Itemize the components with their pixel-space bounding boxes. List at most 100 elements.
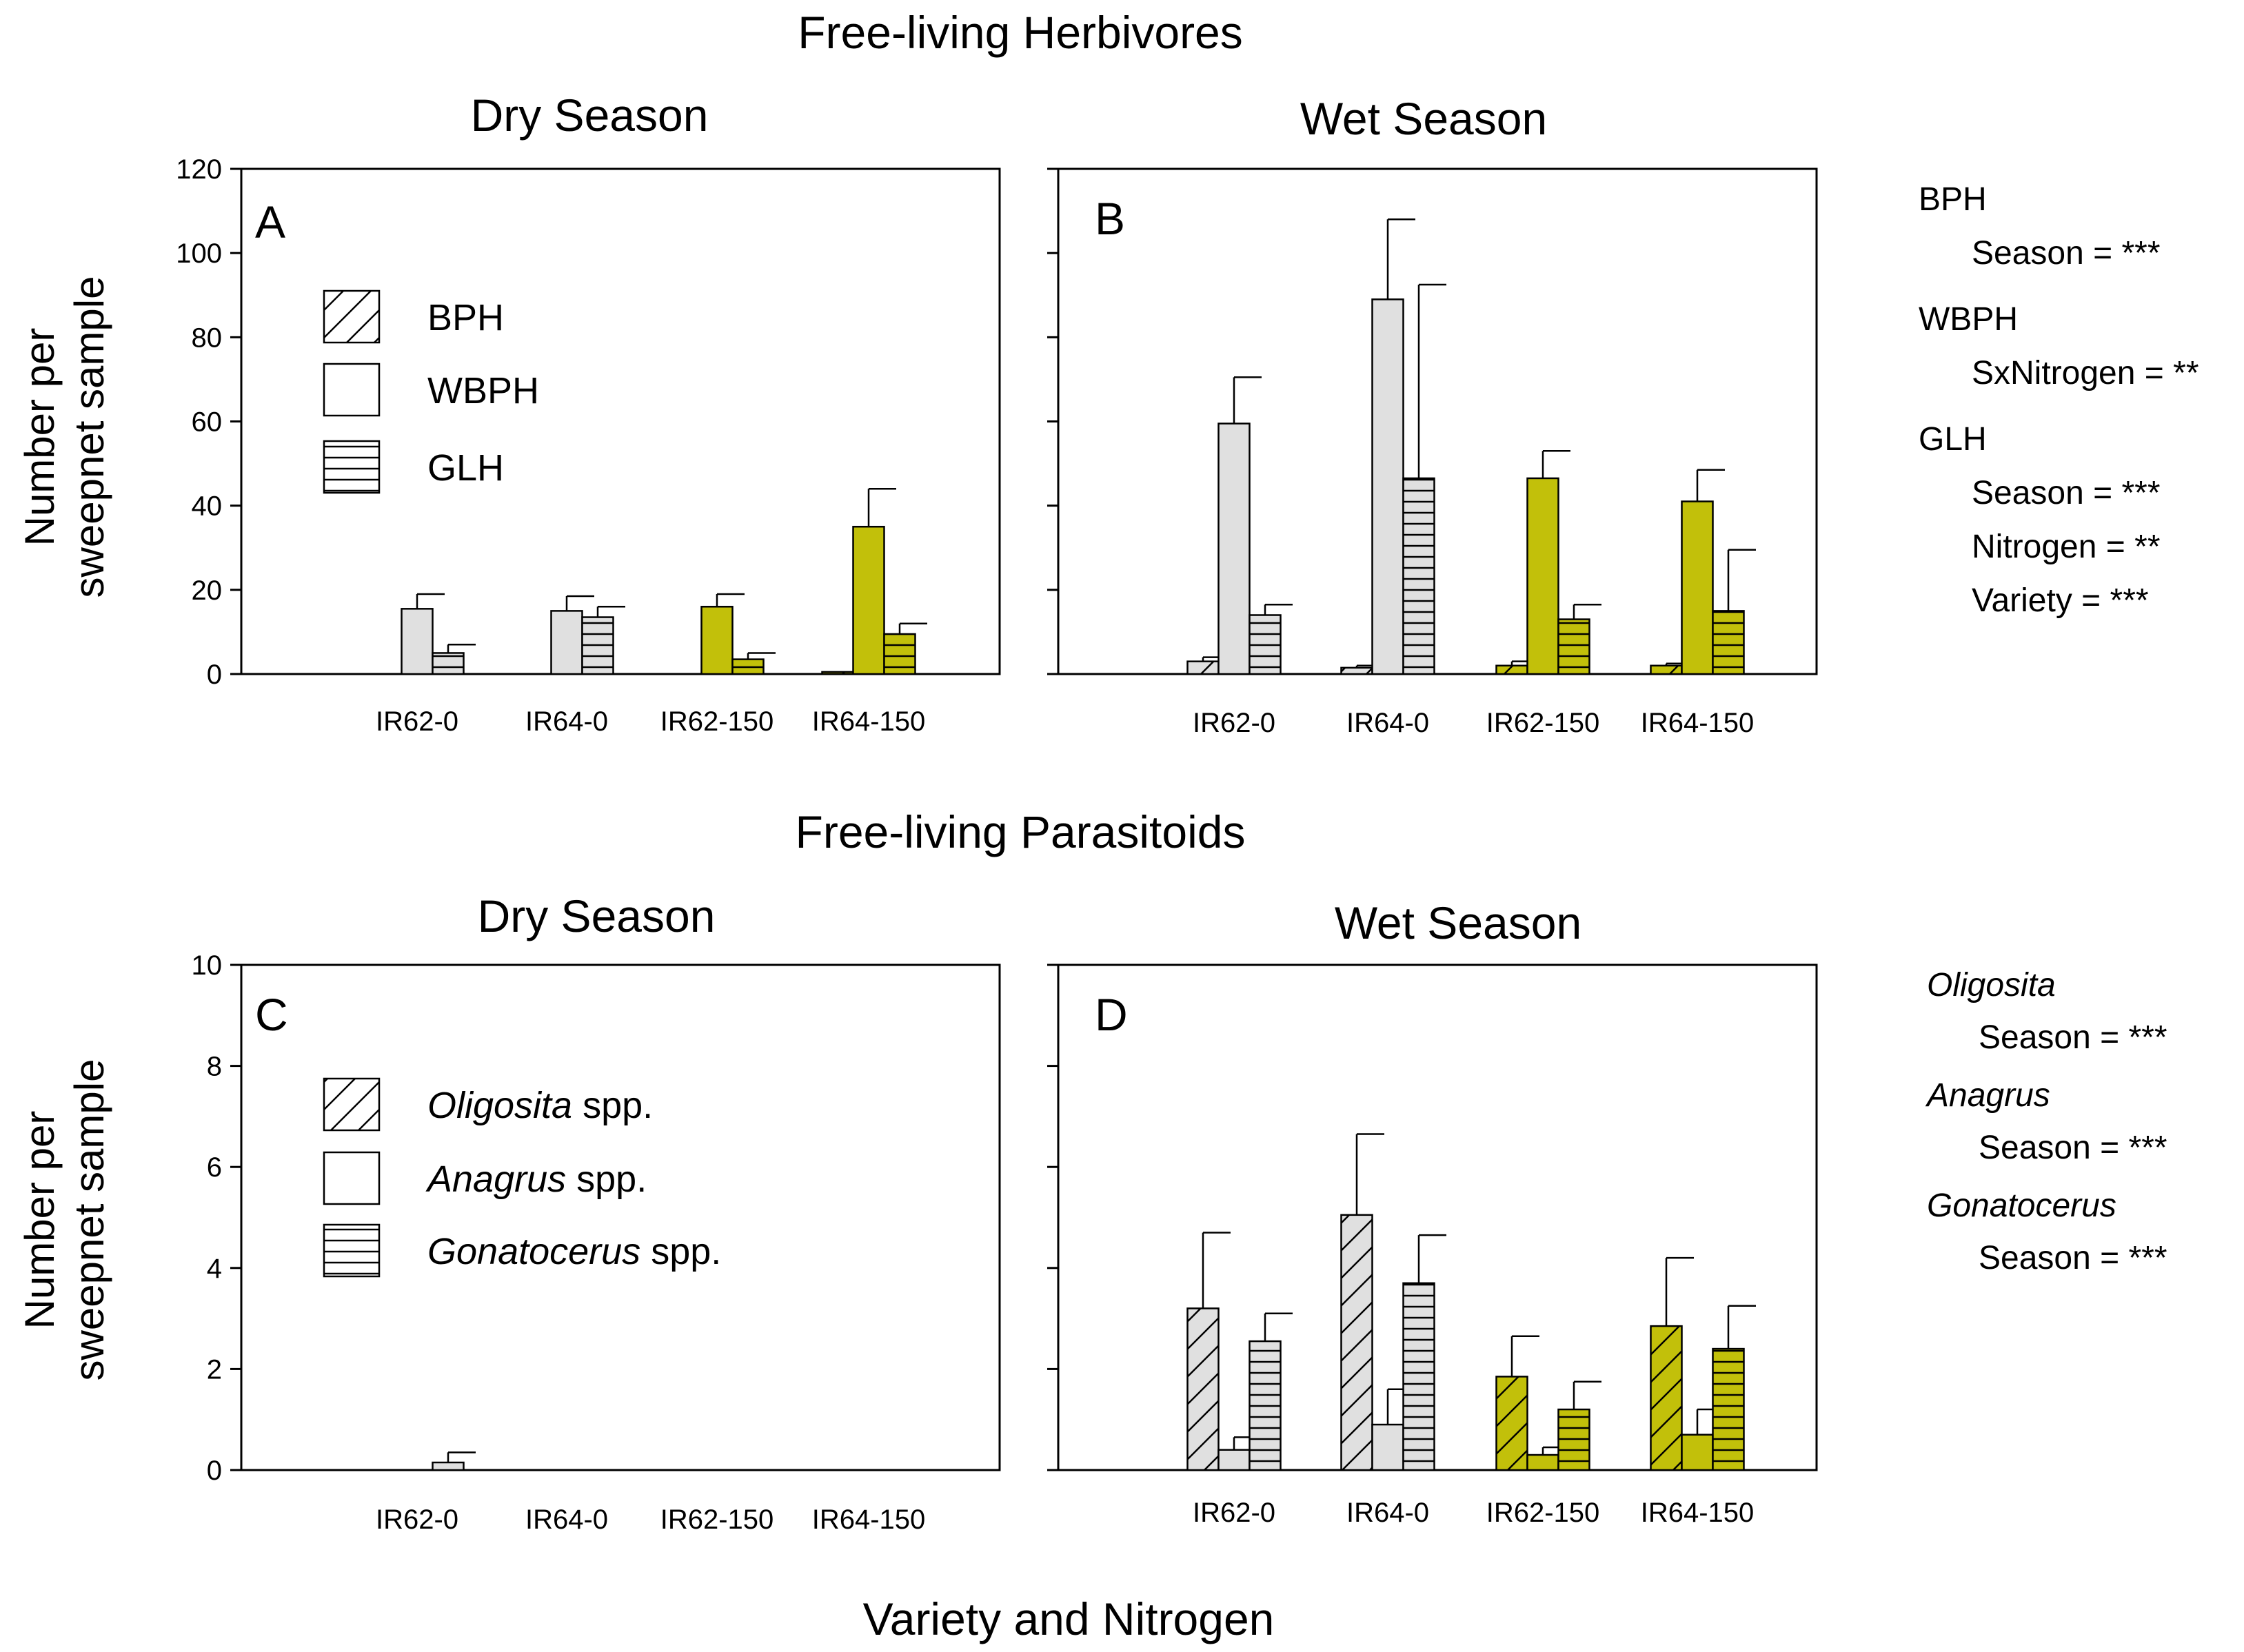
bar bbox=[1218, 1449, 1250, 1470]
y-tick-label: 0 bbox=[207, 1456, 222, 1486]
legend-label: Anagrus spp. bbox=[425, 1159, 647, 1200]
panel-c-ylabel-line2: sweepnet sample bbox=[66, 1059, 112, 1381]
panel-frame bbox=[240, 963, 1001, 1471]
y-tick-label: 120 bbox=[176, 154, 222, 185]
panel-d: D IR62-0 IR64-0 IR62-150 IR64-150 bbox=[1047, 963, 1818, 1528]
bar-hatch bbox=[1187, 661, 1219, 674]
legend-label: GLH bbox=[427, 447, 504, 489]
bar bbox=[1372, 299, 1404, 674]
bar bbox=[1218, 423, 1250, 674]
y-tick-label: 6 bbox=[207, 1152, 222, 1183]
stat-species: BPH bbox=[1919, 181, 1987, 218]
panel-letter: D bbox=[1095, 989, 1128, 1040]
y-tick-label: 8 bbox=[207, 1052, 222, 1082]
legend-label: Oligosita spp. bbox=[427, 1085, 653, 1126]
legend-label: BPH bbox=[427, 297, 504, 338]
x-tick-label: IR64-150 bbox=[1641, 1498, 1755, 1528]
x-tick-label: IR62-150 bbox=[1486, 1498, 1600, 1528]
bar bbox=[551, 611, 583, 674]
bar-hatch bbox=[1558, 1409, 1590, 1470]
bar-hatch bbox=[732, 659, 764, 674]
y-tick-label: 0 bbox=[207, 660, 222, 690]
x-tick-label: IR64-0 bbox=[1346, 708, 1429, 738]
legend-genus: Anagrus bbox=[425, 1159, 566, 1200]
bar-hatch bbox=[582, 617, 614, 674]
x-tick-label: IR64-0 bbox=[525, 706, 608, 737]
bar-hatch bbox=[432, 653, 464, 674]
bar-hatch bbox=[1712, 1349, 1744, 1470]
stat-test: SxNitrogen = ** bbox=[1972, 355, 2199, 391]
bar-hatch bbox=[1650, 665, 1682, 674]
stat-species: GLH bbox=[1919, 421, 1987, 458]
bar-hatch bbox=[432, 1462, 464, 1470]
legend-suffix: spp. bbox=[640, 1231, 721, 1272]
panel-frame bbox=[1057, 963, 1818, 1471]
legend-swatch-bg bbox=[324, 1152, 379, 1204]
stat-test: Season = *** bbox=[1979, 1240, 2167, 1276]
bar bbox=[701, 606, 733, 674]
legend-swatch bbox=[323, 440, 381, 494]
parasitoids-title: Free-living Parasitoids bbox=[796, 806, 1246, 857]
x-tick-label: IR64-150 bbox=[812, 706, 926, 737]
bar-hatch bbox=[822, 671, 853, 674]
panel-a-title: Dry Season bbox=[471, 90, 709, 141]
herbivores-title: Free-living Herbivores bbox=[798, 7, 1243, 58]
stats-parasitoids: Oligosita Season = *** Anagrus Season = ***… bbox=[1925, 967, 2167, 1276]
y-tick-label: 20 bbox=[192, 575, 223, 606]
legend-label: Gonatocerus spp. bbox=[427, 1231, 721, 1272]
bar bbox=[1372, 1425, 1404, 1470]
x-tick-label: IR62-150 bbox=[1486, 708, 1600, 738]
legend-swatch bbox=[323, 1077, 381, 1132]
x-tick-label: IR64-0 bbox=[1346, 1498, 1429, 1528]
legend-swatch-bg bbox=[324, 364, 379, 416]
stat-test: Variety = *** bbox=[1972, 582, 2149, 619]
legend-swatch-hatch bbox=[324, 1079, 379, 1130]
stat-test: Nitrogen = ** bbox=[1972, 529, 2161, 565]
bar bbox=[1681, 1434, 1713, 1470]
x-axis-label: Variety and Nitrogen bbox=[863, 1593, 1275, 1644]
legend-swatch bbox=[323, 1151, 381, 1205]
panel-a-ylabel-line1: Number per bbox=[17, 328, 63, 547]
bar-hatch bbox=[1341, 1214, 1373, 1470]
stats-herbivores: BPH Season = *** WBPH SxNitrogen = ** GLH Sea… bbox=[1919, 181, 2199, 619]
legend-suffix: spp. bbox=[566, 1159, 647, 1200]
panel-c: 0 2 4 6 8 10 C IR62-0 IR64-0 IR62-150 IR64-150 bbox=[192, 950, 1001, 1535]
stat-species: Anagrus bbox=[1925, 1077, 2050, 1114]
bar bbox=[1527, 478, 1559, 674]
stat-species: WBPH bbox=[1919, 301, 2018, 338]
y-tick-label: 80 bbox=[192, 323, 223, 353]
bar-hatch bbox=[1403, 1283, 1435, 1470]
legend-herbivores: BPH WBPH GLH bbox=[323, 289, 539, 494]
panel-b: B IR62-0 IR64-0 IR62-150 IR64-150 bbox=[1047, 167, 1818, 738]
legend-genus: Oligosita bbox=[427, 1085, 572, 1126]
y-tick-label: 4 bbox=[207, 1254, 222, 1284]
legend-label: WBPH bbox=[427, 370, 539, 411]
x-tick-label: IR62-0 bbox=[1193, 1498, 1275, 1528]
y-tick-label: 60 bbox=[192, 407, 223, 438]
x-tick-label: IR62-0 bbox=[376, 706, 458, 737]
x-tick-label: IR62-0 bbox=[376, 1505, 458, 1535]
panel-letter: B bbox=[1095, 193, 1125, 244]
bar-hatch bbox=[884, 633, 916, 674]
bar-hatch bbox=[1558, 619, 1590, 674]
stat-species: Oligosita bbox=[1927, 967, 2056, 1003]
panel-frame bbox=[240, 167, 1001, 675]
panel-c-title: Dry Season bbox=[478, 890, 716, 941]
bar bbox=[1681, 501, 1713, 674]
y-tick-label: 100 bbox=[176, 238, 222, 269]
bar-hatch bbox=[1249, 1341, 1281, 1470]
legend-swatch bbox=[323, 1223, 381, 1278]
x-tick-label: IR62-150 bbox=[660, 1505, 774, 1535]
legend-swatch bbox=[323, 289, 381, 344]
legend-swatch-hatch bbox=[324, 441, 379, 493]
legend-suffix: spp. bbox=[572, 1085, 653, 1126]
bar-hatch bbox=[1403, 478, 1435, 674]
bar bbox=[853, 527, 885, 674]
bar bbox=[1527, 1455, 1559, 1470]
legend-genus: Gonatocerus bbox=[427, 1231, 640, 1272]
panel-letter: C bbox=[255, 989, 288, 1040]
stat-test: Season = *** bbox=[1972, 475, 2161, 511]
legend-swatch-hatch bbox=[324, 291, 379, 343]
y-tick-label: 40 bbox=[192, 491, 223, 522]
stat-test: Season = *** bbox=[1972, 235, 2161, 272]
